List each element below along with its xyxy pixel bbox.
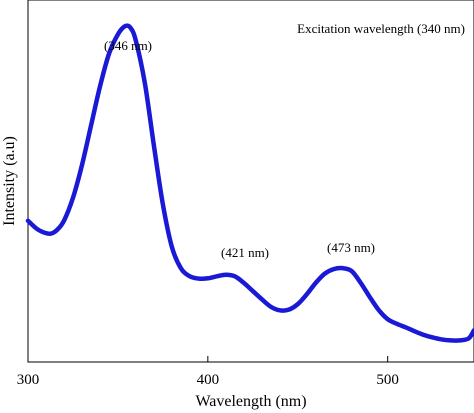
peak-label-421: (421 nm) (221, 245, 269, 260)
excitation-wavelength-annotation: Excitation wavelength (340 nm) (297, 21, 465, 36)
x-tick-label: 400 (197, 372, 220, 388)
peak-label-473: (473 nm) (327, 240, 375, 255)
x-tick-label: 500 (376, 372, 399, 388)
x-tick-label: 300 (17, 372, 40, 388)
x-axis-title: Wavelength (nm) (195, 393, 306, 410)
emission-spectrum-line (25, 23, 474, 343)
plot-frame (27, 0, 474, 363)
x-axis-ticks: 300 400 500 (17, 356, 399, 388)
y-axis-title: Intensity (a.u) (1, 136, 18, 226)
peak-label-346: (346 nm) (104, 38, 152, 53)
